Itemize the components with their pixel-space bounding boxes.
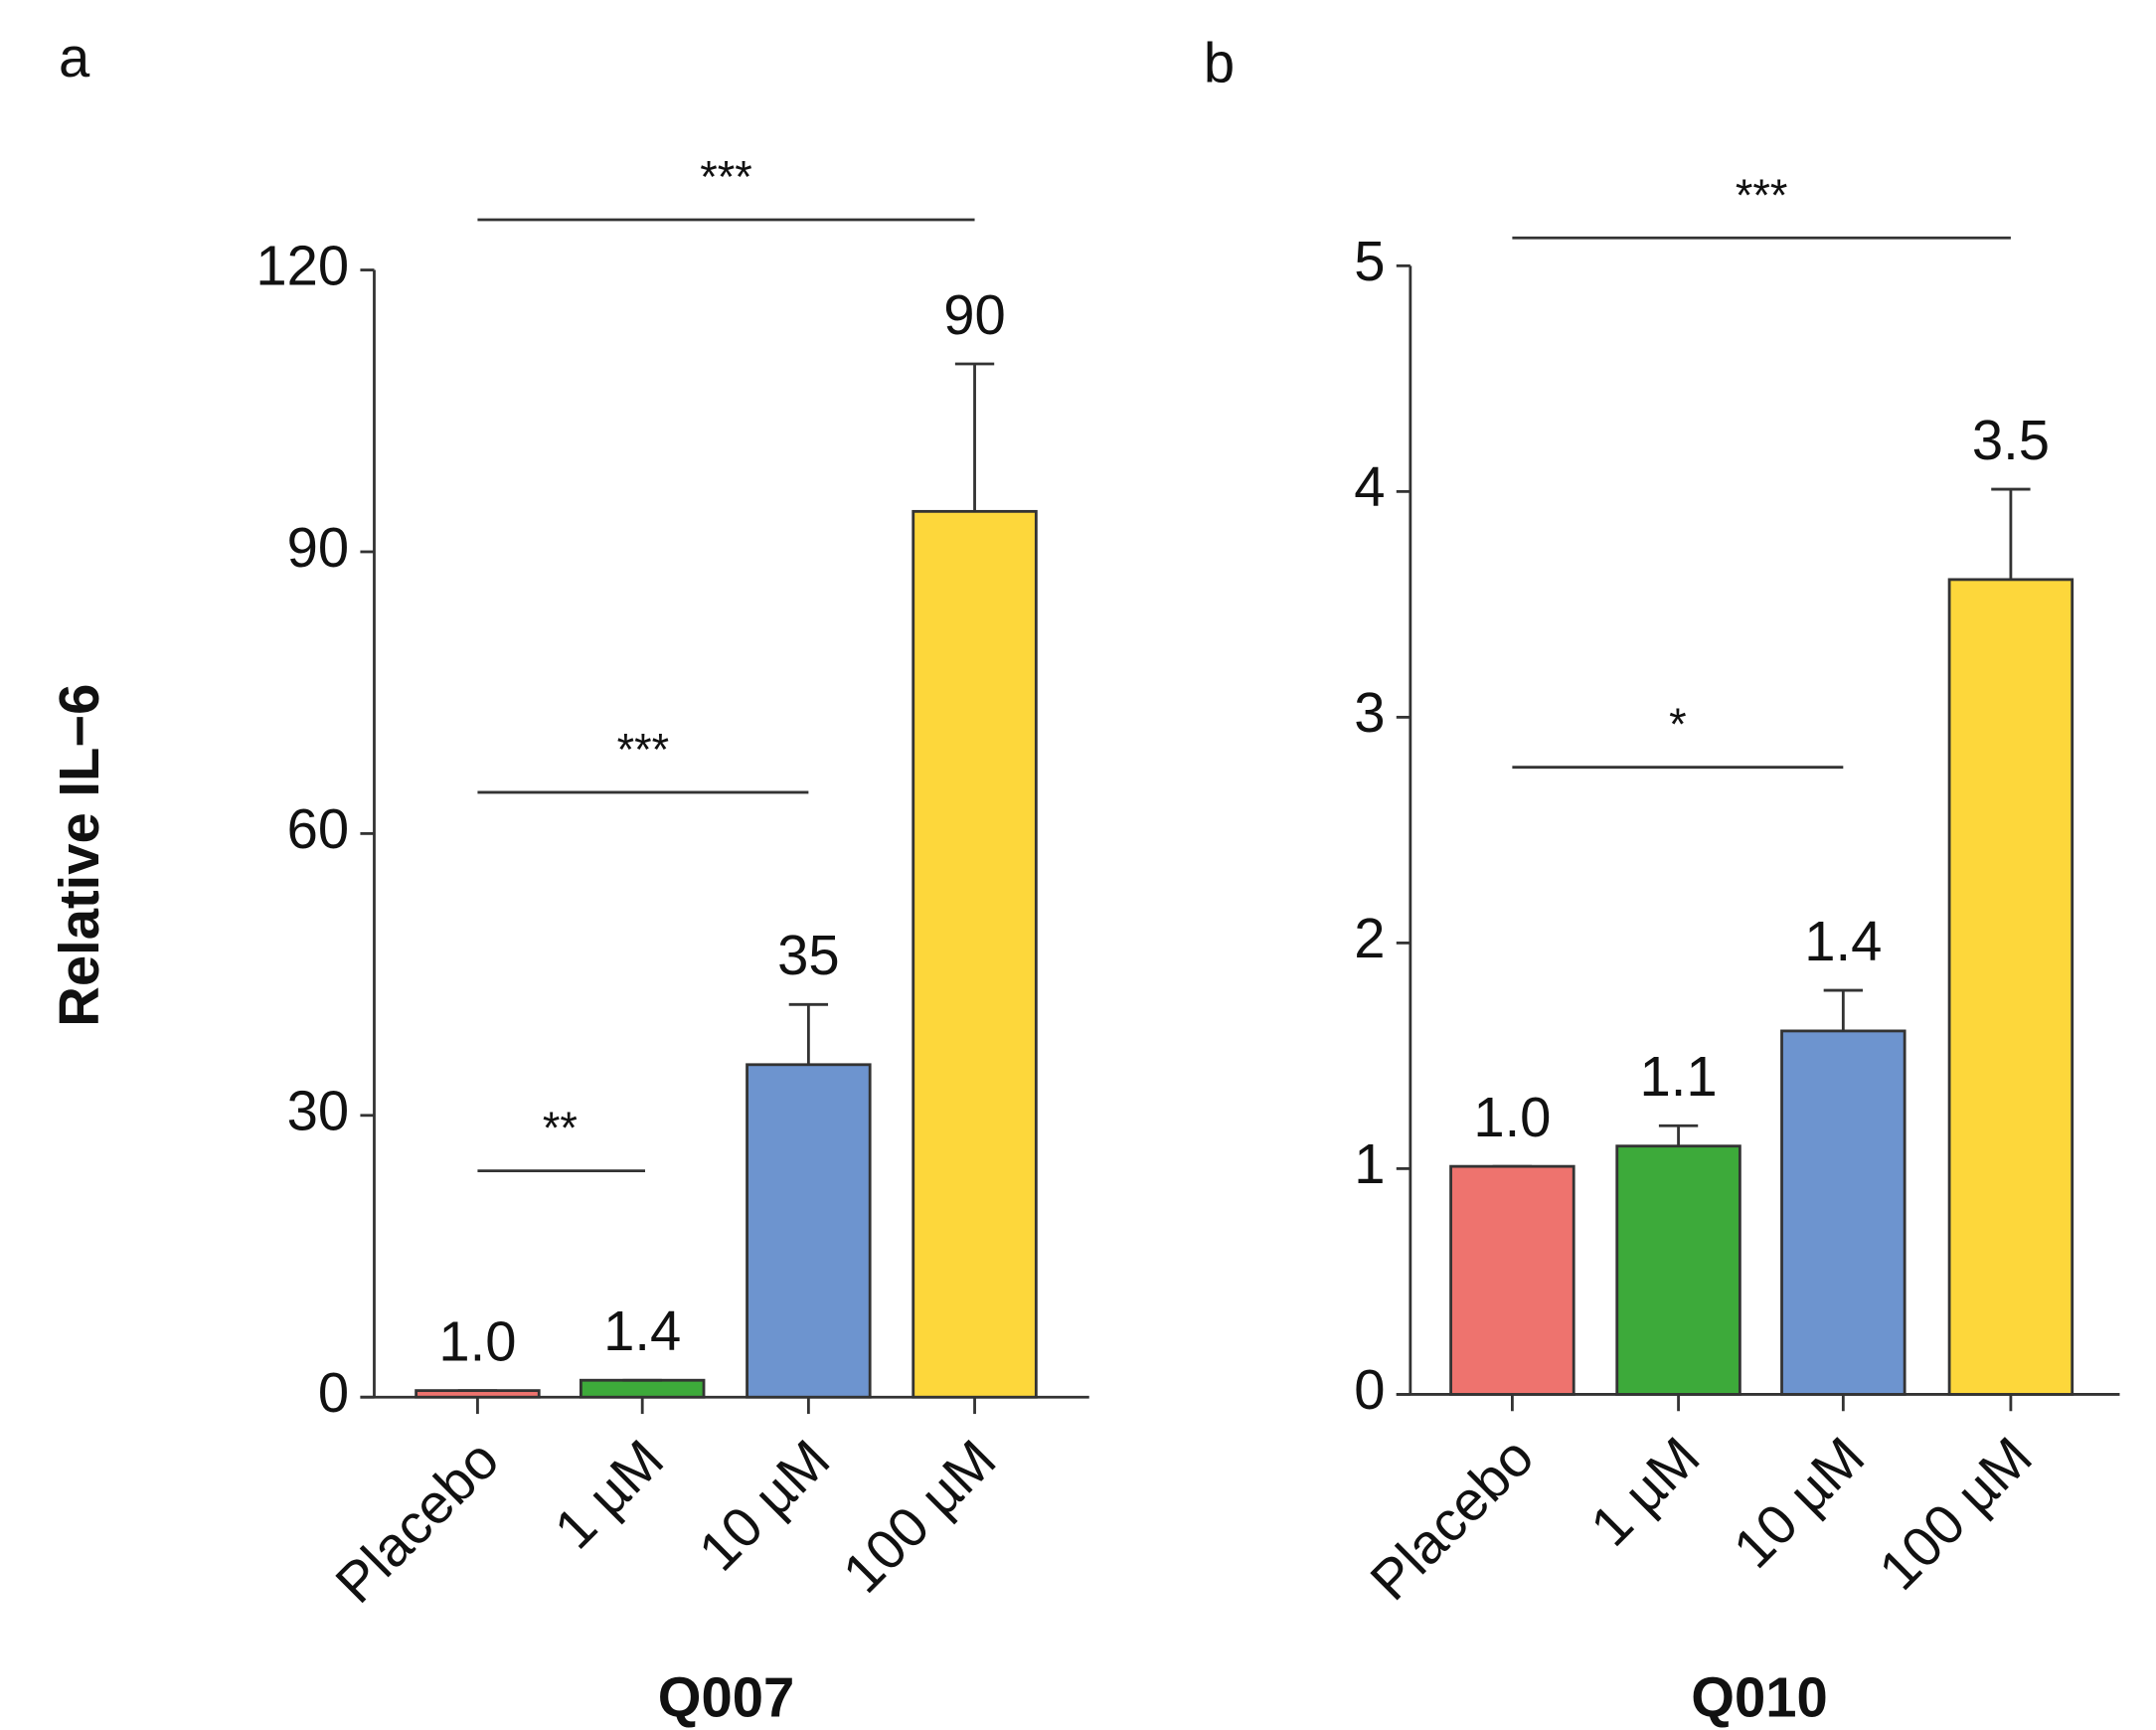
error-bar bbox=[954, 362, 995, 512]
value-label: 1.0 bbox=[438, 1310, 516, 1373]
y-tick-label: 1 bbox=[1354, 1132, 1385, 1195]
y-tick-label: 120 bbox=[255, 234, 349, 296]
y-tick-label: 30 bbox=[287, 1080, 350, 1142]
significance-label: *** bbox=[1736, 170, 1787, 221]
error-bar bbox=[1991, 487, 2031, 580]
y-tick-label: 0 bbox=[318, 1361, 349, 1424]
x-axis-title: Q010 bbox=[1691, 1665, 1827, 1728]
bar bbox=[1615, 1144, 1741, 1396]
value-label: 35 bbox=[777, 924, 840, 986]
value-label: 3.5 bbox=[1972, 409, 2050, 471]
value-label: 90 bbox=[943, 283, 1006, 346]
significance-label: *** bbox=[700, 152, 751, 203]
bar bbox=[1449, 1164, 1576, 1396]
significance-label: ** bbox=[543, 1103, 578, 1153]
x-tick-label: Placebo bbox=[1358, 1425, 1545, 1612]
error-bar bbox=[788, 1002, 829, 1065]
y-axis-title: Relative IL−6 bbox=[48, 684, 110, 1027]
y-tick-label: 3 bbox=[1354, 681, 1385, 744]
bar bbox=[912, 509, 1038, 1399]
value-label: 1.1 bbox=[1640, 1045, 1718, 1108]
x-tick-label: 100 µM bbox=[831, 1428, 1008, 1605]
y-tick-label: 60 bbox=[287, 797, 350, 860]
x-tick-label: 10 µM bbox=[1722, 1425, 1877, 1580]
bar bbox=[1947, 578, 2074, 1396]
panel-label: a bbox=[59, 26, 90, 88]
x-tick-label: 1 µM bbox=[1578, 1425, 1712, 1558]
value-label: 1.4 bbox=[603, 1299, 681, 1362]
error-bar bbox=[1823, 988, 1863, 1031]
y-tick-label: 2 bbox=[1354, 907, 1385, 969]
bar bbox=[579, 1378, 706, 1399]
x-tick-label: 100 µM bbox=[1867, 1425, 2044, 1602]
significance-label: * bbox=[1669, 699, 1687, 750]
y-tick-label: 90 bbox=[287, 516, 350, 579]
x-tick-label: 10 µM bbox=[687, 1428, 842, 1583]
error-bar bbox=[1658, 1124, 1699, 1146]
bar bbox=[1780, 1029, 1907, 1396]
bar bbox=[746, 1063, 872, 1399]
y-tick-label: 4 bbox=[1354, 455, 1385, 518]
value-label: 1.4 bbox=[1804, 910, 1882, 972]
y-tick-label: 5 bbox=[1354, 230, 1385, 292]
significance-label: *** bbox=[617, 724, 669, 775]
y-tick-label: 0 bbox=[1354, 1358, 1385, 1421]
x-tick-label: 1 µM bbox=[543, 1428, 676, 1561]
value-label: 1.0 bbox=[1473, 1086, 1551, 1148]
x-axis-title: Q007 bbox=[658, 1665, 794, 1728]
x-tick-label: Placebo bbox=[323, 1428, 510, 1615]
panel-label: b bbox=[1204, 32, 1235, 94]
